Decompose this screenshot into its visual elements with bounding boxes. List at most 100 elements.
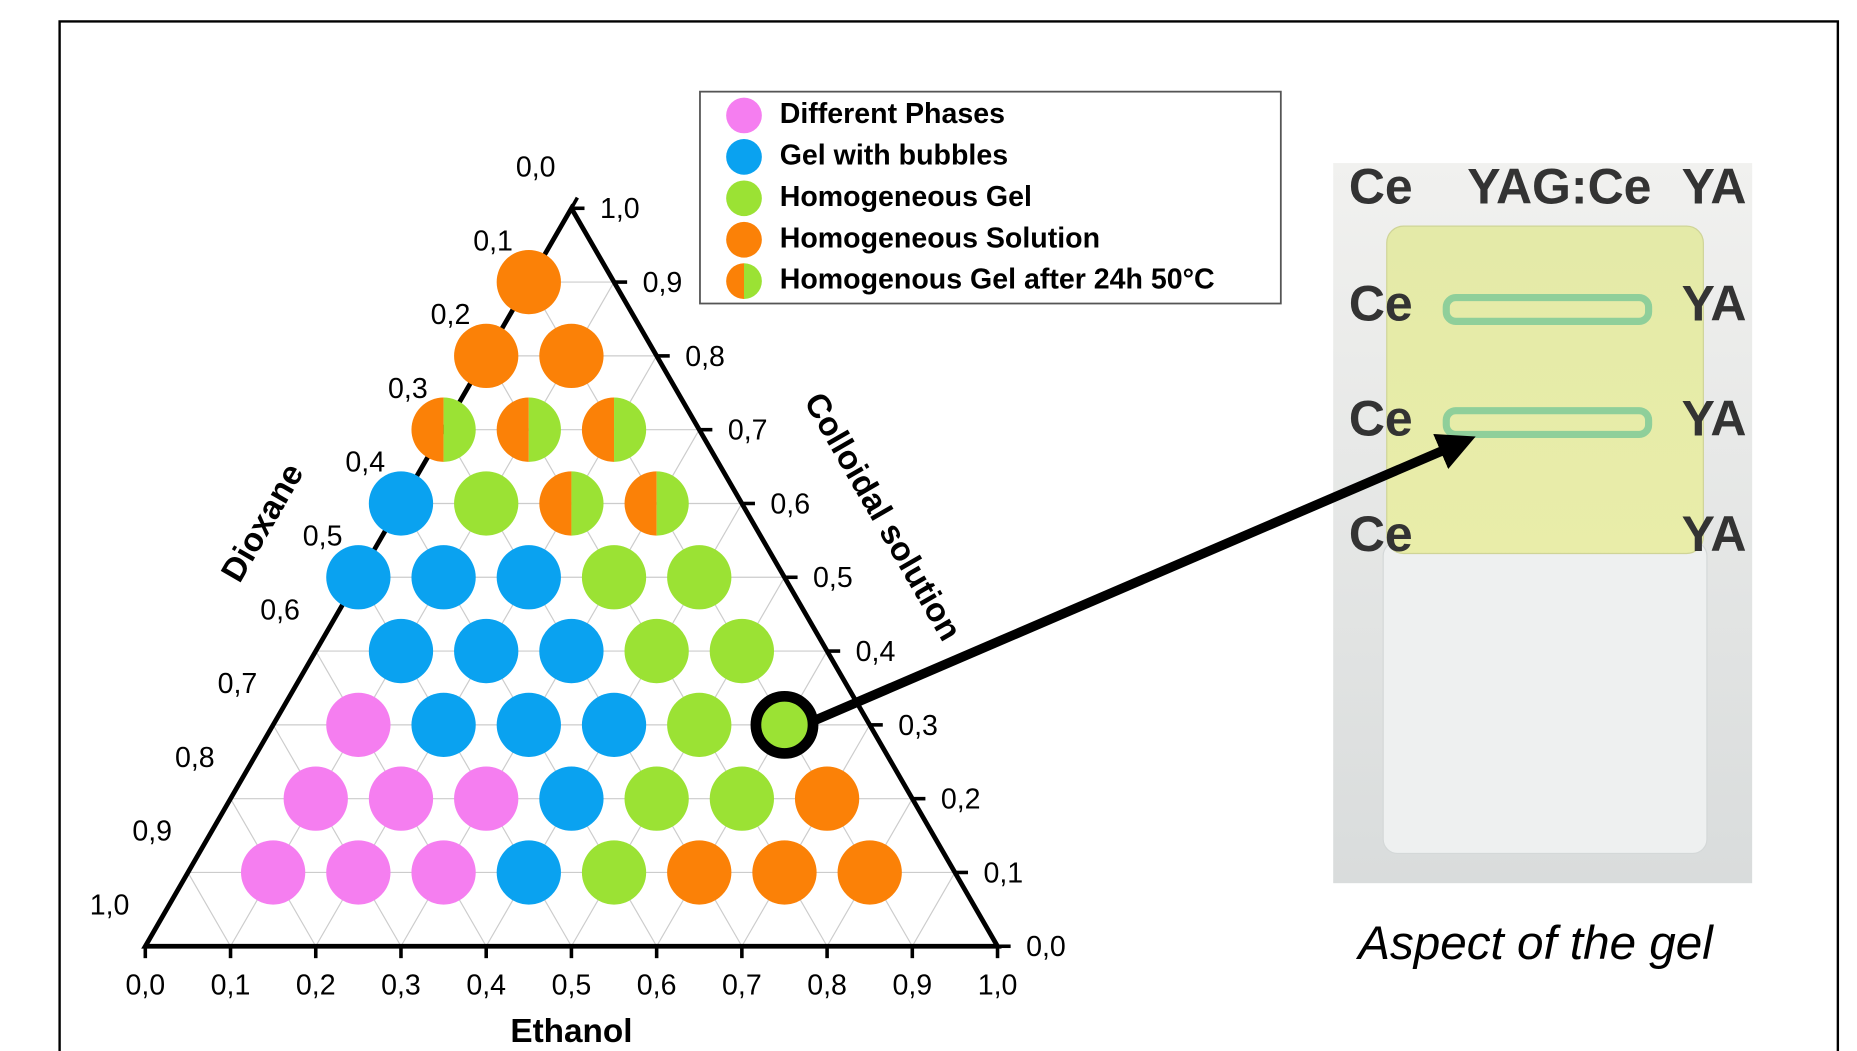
point-half bbox=[443, 397, 476, 462]
point-half bbox=[726, 263, 745, 299]
photo-label: YA bbox=[1682, 391, 1747, 447]
tick-label: 0,9 bbox=[132, 816, 172, 848]
point bbox=[837, 840, 902, 905]
point bbox=[411, 692, 476, 758]
photo-label: Ce bbox=[1349, 159, 1413, 215]
point-half bbox=[528, 397, 561, 462]
photo-label: YA bbox=[1682, 506, 1747, 562]
grid-line bbox=[272, 724, 402, 947]
photo bbox=[1333, 163, 1753, 884]
photo-label: Ce bbox=[1349, 506, 1413, 562]
tick-label: 0,0 bbox=[1026, 931, 1066, 963]
vial-bottom bbox=[1382, 540, 1708, 855]
legend-label: Different Phases bbox=[780, 98, 1005, 130]
point bbox=[326, 840, 391, 905]
point bbox=[283, 766, 348, 831]
arrow bbox=[813, 433, 1476, 725]
point bbox=[794, 766, 860, 831]
tick-label: 0,2 bbox=[941, 784, 981, 816]
point bbox=[454, 766, 519, 831]
tick-label: 0,3 bbox=[898, 710, 938, 742]
grid-line bbox=[741, 724, 871, 947]
tick-label: 0,8 bbox=[807, 969, 847, 1001]
legend-label: Gel with bubbles bbox=[780, 139, 1008, 171]
tick-mark bbox=[228, 787, 239, 800]
point bbox=[667, 692, 732, 758]
tick-label: 0,6 bbox=[637, 969, 677, 1001]
point bbox=[726, 139, 762, 175]
axis-title: Ethanol bbox=[510, 1013, 632, 1050]
point-half bbox=[624, 471, 657, 536]
legend-label: Homogeneous Solution bbox=[780, 222, 1100, 254]
tick-label: 0,9 bbox=[643, 267, 683, 299]
legend-box bbox=[699, 90, 1282, 305]
tick-label: 0,3 bbox=[381, 969, 421, 1001]
tick-label: 0,3 bbox=[388, 373, 428, 405]
tick-label: 0,5 bbox=[813, 562, 853, 594]
tick-label: 0,1 bbox=[983, 857, 1023, 889]
point bbox=[411, 545, 476, 610]
point bbox=[496, 545, 561, 610]
grid-line bbox=[187, 872, 232, 947]
point bbox=[539, 766, 604, 831]
tick-label: 0,6 bbox=[770, 488, 810, 520]
legend-label: Homogenous Gel after 24h 50°C bbox=[780, 264, 1215, 296]
point bbox=[368, 618, 434, 684]
photo-caption: Aspect of the gel bbox=[1355, 917, 1714, 970]
grid-line bbox=[230, 281, 615, 947]
point-half bbox=[571, 471, 604, 536]
photo-label: YAG:Ce bbox=[1467, 159, 1651, 215]
point-half bbox=[581, 397, 615, 462]
point-half bbox=[744, 263, 762, 299]
point bbox=[581, 840, 647, 905]
grid-line bbox=[528, 281, 913, 947]
tick-label: 0,5 bbox=[303, 521, 343, 553]
point bbox=[368, 471, 434, 536]
tick-mark bbox=[569, 196, 579, 210]
axis-title: Dioxane bbox=[214, 457, 311, 588]
tick-label: 0,7 bbox=[218, 668, 258, 700]
tick-label: 0,4 bbox=[856, 636, 896, 668]
point-half bbox=[496, 397, 529, 462]
tick-label: 0,2 bbox=[431, 299, 471, 331]
tick-mark bbox=[186, 860, 196, 874]
tick-label: 0,7 bbox=[722, 969, 762, 1001]
gel-reflection bbox=[1442, 407, 1653, 439]
point bbox=[709, 618, 775, 684]
photo-label: Ce bbox=[1349, 391, 1413, 447]
tick-mark bbox=[271, 713, 281, 726]
tick-label: 0,2 bbox=[296, 969, 336, 1001]
tick-label: 0,4 bbox=[345, 447, 385, 479]
tick-label: 1,0 bbox=[978, 969, 1018, 1001]
point bbox=[726, 221, 762, 258]
tick-label: 0,8 bbox=[685, 341, 725, 373]
point bbox=[454, 323, 519, 389]
point bbox=[326, 545, 391, 610]
point bbox=[624, 618, 689, 684]
photo-label: Ce bbox=[1349, 275, 1413, 331]
point bbox=[539, 618, 604, 684]
tick-label: 0,0 bbox=[516, 152, 556, 184]
gel bbox=[1386, 225, 1704, 555]
point bbox=[496, 840, 561, 905]
point bbox=[667, 840, 732, 905]
point bbox=[454, 471, 519, 536]
point bbox=[496, 692, 561, 758]
point-half bbox=[411, 397, 444, 462]
point bbox=[624, 766, 689, 831]
tick-label: 1,0 bbox=[90, 890, 130, 922]
point bbox=[326, 692, 391, 758]
tick-label: 0,1 bbox=[211, 969, 251, 1001]
grid-line bbox=[911, 872, 956, 947]
point-half bbox=[539, 471, 572, 536]
tick-label: 0,1 bbox=[473, 225, 513, 257]
tick-label: 0,0 bbox=[125, 969, 165, 1001]
photo-label: YA bbox=[1682, 275, 1747, 331]
point bbox=[581, 692, 647, 758]
point bbox=[581, 545, 647, 610]
tick-label: 1,0 bbox=[600, 193, 640, 225]
highlight-ring bbox=[750, 690, 819, 759]
tick-label: 0,9 bbox=[892, 969, 932, 1001]
tick-mark bbox=[314, 639, 324, 652]
